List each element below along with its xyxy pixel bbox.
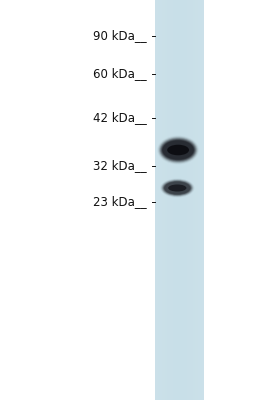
Ellipse shape: [160, 138, 196, 162]
Ellipse shape: [162, 140, 194, 160]
Text: 32 kDa__: 32 kDa__: [93, 160, 147, 172]
Ellipse shape: [161, 139, 195, 161]
Ellipse shape: [164, 182, 190, 194]
Ellipse shape: [161, 179, 193, 197]
Ellipse shape: [164, 181, 191, 195]
Ellipse shape: [162, 180, 192, 196]
Text: 60 kDa__: 60 kDa__: [93, 68, 147, 80]
Ellipse shape: [168, 184, 186, 192]
Text: 23 kDa__: 23 kDa__: [93, 196, 147, 208]
Ellipse shape: [167, 145, 189, 155]
Ellipse shape: [162, 180, 193, 196]
Ellipse shape: [160, 138, 196, 162]
Ellipse shape: [159, 138, 197, 162]
Ellipse shape: [162, 140, 194, 160]
Ellipse shape: [158, 136, 198, 164]
Ellipse shape: [163, 181, 192, 195]
Ellipse shape: [161, 140, 195, 160]
Text: 42 kDa__: 42 kDa__: [93, 112, 147, 124]
Ellipse shape: [164, 181, 191, 195]
Text: 90 kDa__: 90 kDa__: [93, 30, 147, 42]
Ellipse shape: [159, 137, 197, 163]
Ellipse shape: [162, 180, 192, 196]
